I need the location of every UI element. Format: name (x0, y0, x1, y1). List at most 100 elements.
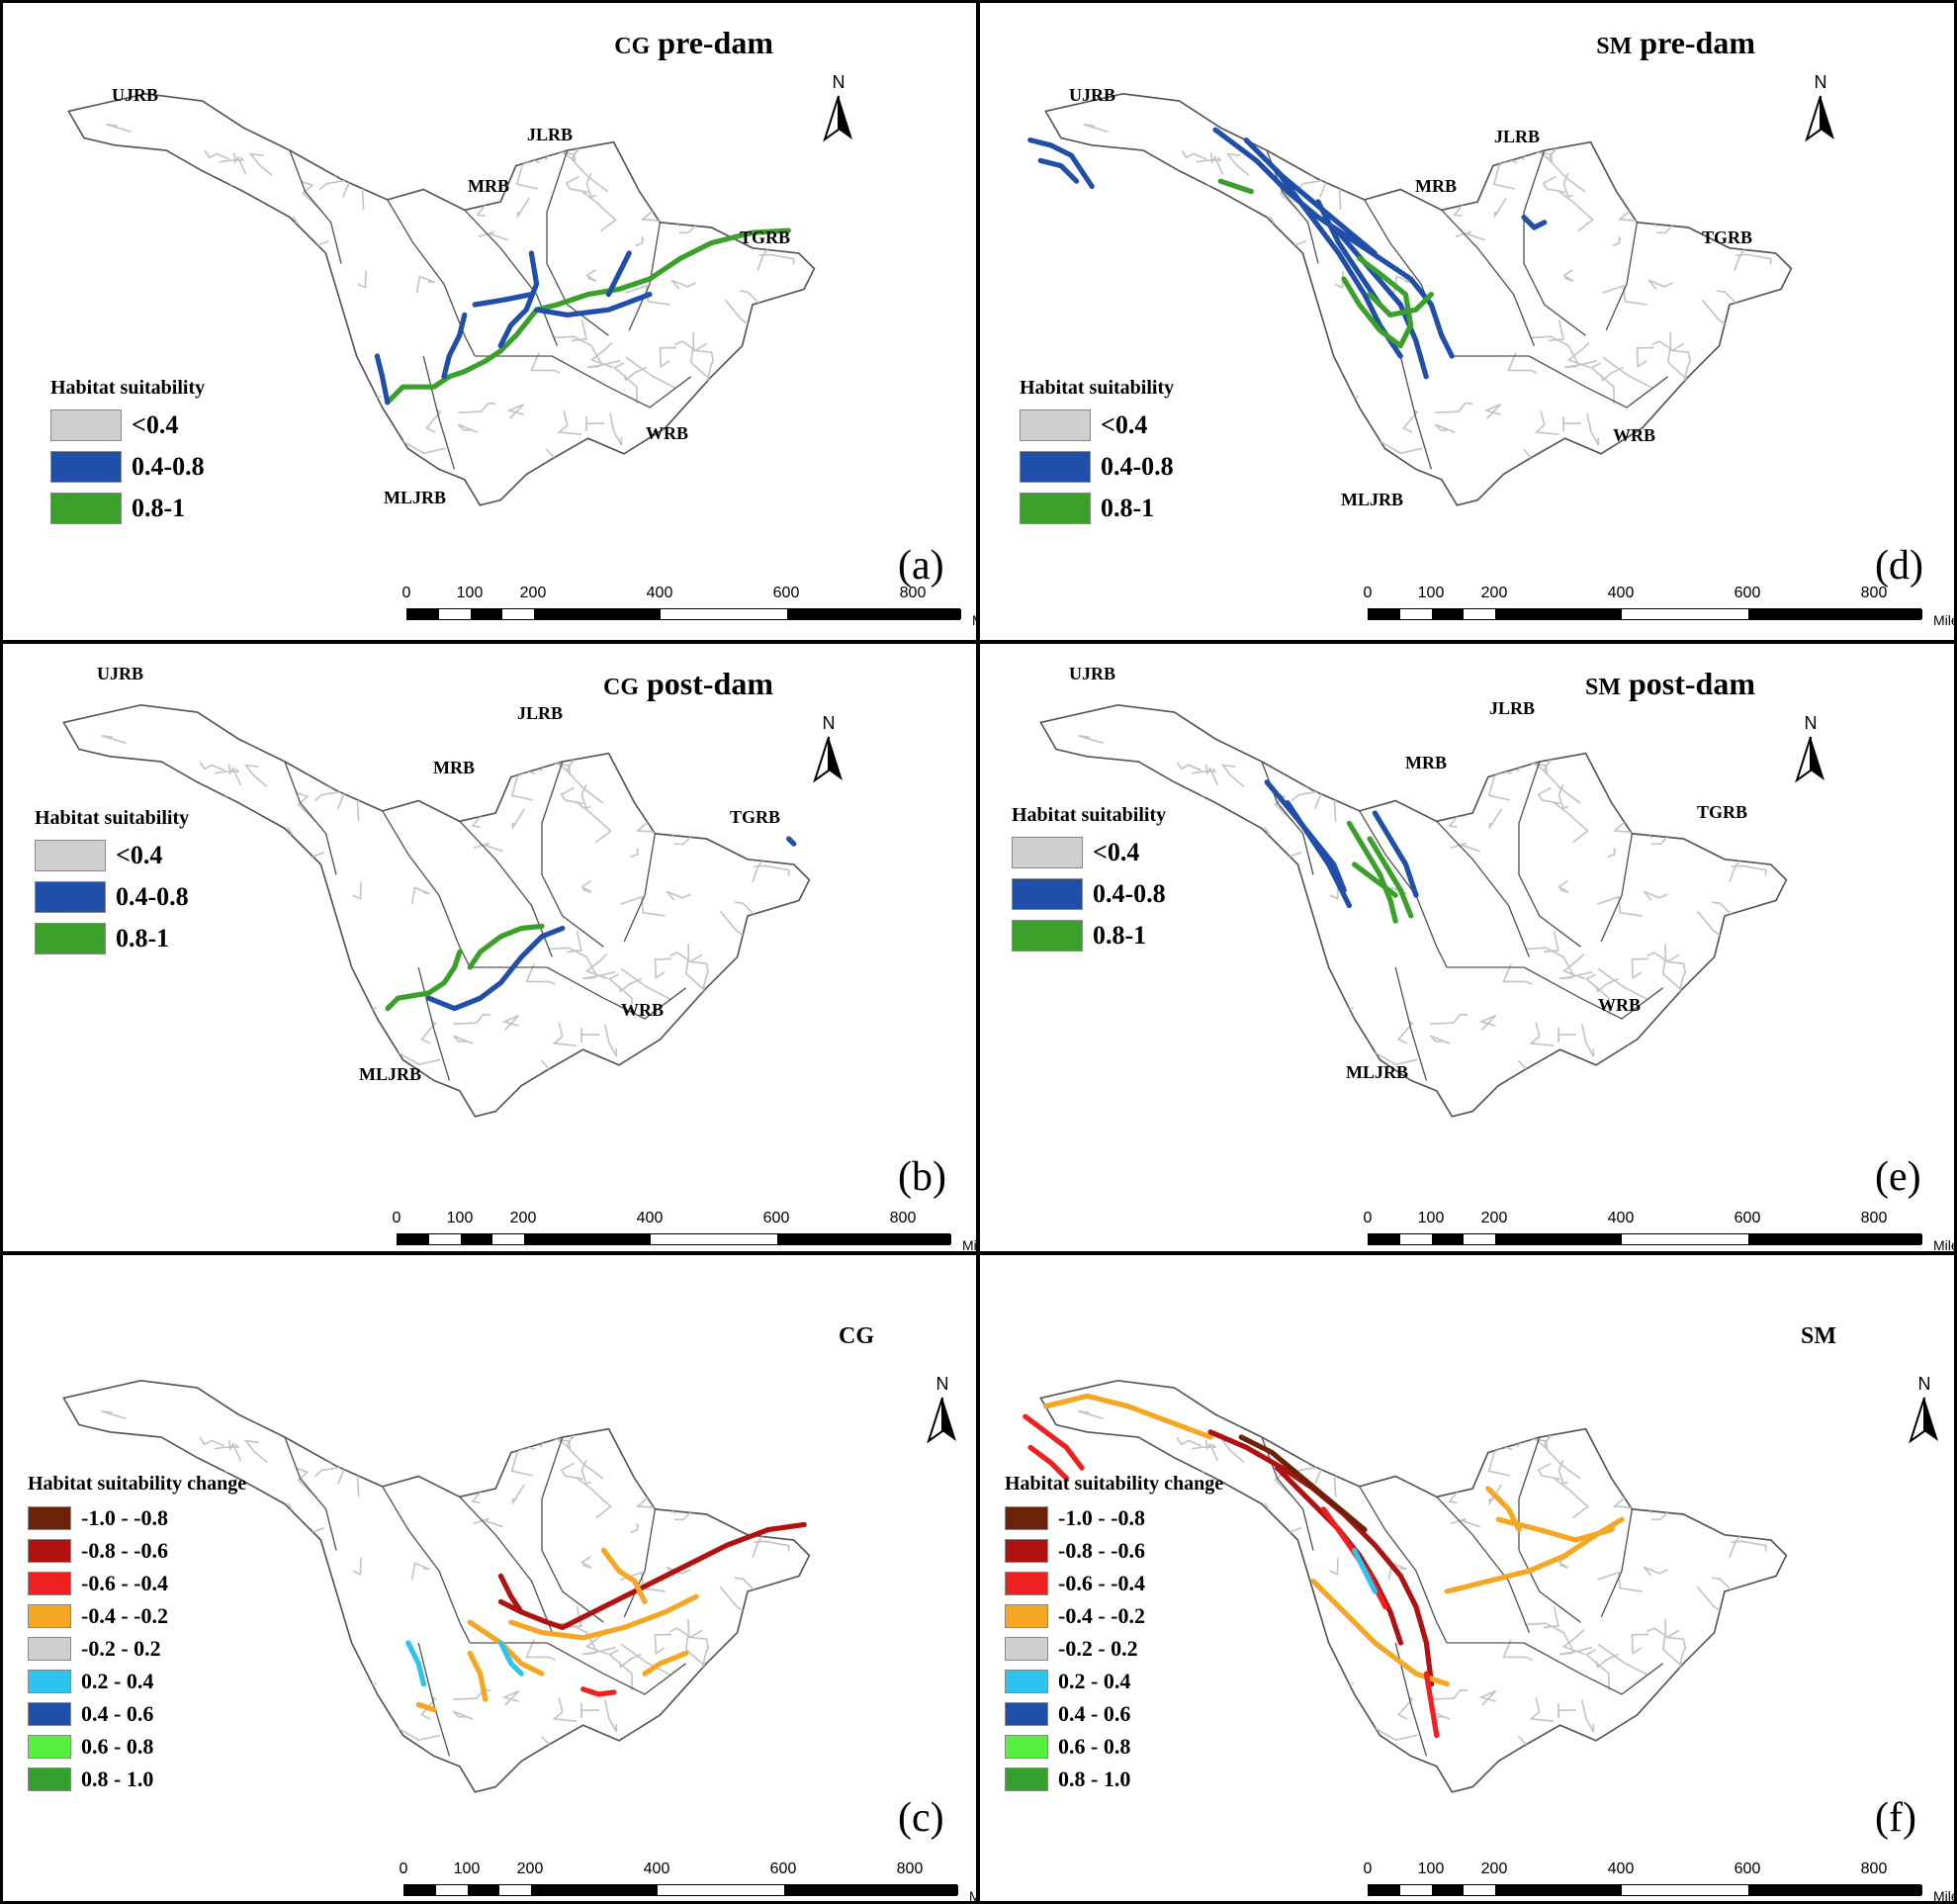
river-segment (741, 1421, 750, 1432)
legend-label: 0.6 - 0.8 (1058, 1734, 1131, 1759)
scale-tick-label: 400 (1607, 1210, 1635, 1226)
river-segment (1690, 1010, 1726, 1060)
river-segment (530, 352, 561, 375)
habitat-reach (1037, 157, 1080, 184)
habitat-reach (467, 1650, 489, 1702)
scale-tick-label: 100 (456, 585, 484, 601)
scale-unit-label: Miles (969, 1888, 976, 1901)
sub-basin-boundary (1523, 1642, 1664, 1695)
river-segment (107, 766, 117, 791)
river-segment (227, 764, 242, 786)
legend: Habitat suitability <0.4 0.4-0.8 0.8-1 (50, 377, 205, 534)
river-segment (1255, 1704, 1282, 1730)
river-segment (1110, 975, 1139, 1009)
river-segment (758, 1451, 785, 1496)
river-segment (354, 1692, 375, 1701)
habitat-reach (1341, 255, 1414, 349)
legend-item: -0.6 - -0.4 (1005, 1571, 1223, 1596)
river-segment (383, 792, 403, 805)
map-panel-d: UJRB JLRB MRB TGRB WRB MLJRB SM pre-dam N (d) Habi… (977, 0, 1957, 643)
river-segment (1673, 1466, 1713, 1481)
legend-label: 0.4-0.8 (1101, 452, 1174, 481)
basin-map (1027, 92, 1793, 506)
river-segment (566, 931, 582, 953)
river-segment (623, 1428, 648, 1439)
river-segment (585, 172, 596, 199)
river-segment (1285, 1707, 1314, 1720)
scale-bar-segment (1432, 1234, 1464, 1244)
scale-tick-label: 200 (516, 1860, 544, 1877)
scale-bar-segment (1495, 609, 1622, 619)
scale-bar-track (397, 1233, 951, 1245)
legend-label: -0.6 - -0.4 (81, 1571, 168, 1595)
river-segment (560, 786, 583, 805)
scale-bar-segment (1464, 1885, 1495, 1895)
map-panel-b: UJRB JLRB MRB TGRB WRB MLJRB CG post-dam N (b) Hab… (0, 641, 979, 1254)
river-segment (1331, 1692, 1352, 1701)
river-segment (1387, 1562, 1407, 1581)
river-segment (580, 880, 592, 893)
river-segment (106, 123, 133, 134)
river-segment (457, 423, 479, 433)
river-segment (183, 968, 230, 977)
scale-bar-track (403, 1884, 958, 1896)
habitat-reach (1023, 1413, 1085, 1471)
habitat-reach (508, 1593, 699, 1641)
river-segment (127, 209, 145, 233)
river-segment (1169, 384, 1199, 438)
river-segment (101, 348, 123, 362)
habitat-reach (642, 1650, 689, 1677)
river-segment (1557, 1556, 1569, 1569)
river-segment (1365, 181, 1385, 194)
panel-letter: (f) (1875, 1795, 1916, 1841)
river-segment (133, 990, 158, 1019)
north-arrow-glyph (927, 1397, 956, 1444)
river-segment (310, 1657, 323, 1686)
river-segment (1612, 118, 1620, 144)
river-segment (1561, 1628, 1585, 1656)
scale-tick-label: 200 (1480, 585, 1508, 601)
river-segment (453, 1013, 491, 1026)
basin-label-tgrb: TGRB (740, 227, 791, 247)
river-segment (1584, 1649, 1611, 1690)
river-segment (271, 1026, 304, 1064)
river-segment (1248, 1026, 1281, 1064)
basin-label-wrb: WRB (621, 1000, 665, 1020)
north-arrow-glyph (813, 736, 843, 783)
river-segment (453, 1688, 491, 1701)
river-segment (1438, 117, 1481, 127)
sub-basin-boundary (387, 199, 476, 357)
scale-tick-label: 200 (1480, 1860, 1508, 1877)
scale-bar-segment (492, 1234, 524, 1244)
river-segment (1584, 973, 1611, 1015)
map-panel-f: SM N (f) Habitat suitability change -1.0 - -… (977, 1252, 1957, 1904)
river-segment (1117, 1057, 1155, 1089)
river-segment (1260, 417, 1287, 443)
river-segment (1557, 1459, 1568, 1486)
river-segment (1248, 1701, 1281, 1740)
legend-swatch (1005, 1735, 1048, 1759)
river-segment (206, 795, 228, 823)
river-segment (680, 796, 725, 824)
habitat-reach (1423, 1671, 1440, 1739)
basin-label-tgrb: TGRB (730, 807, 781, 827)
basin-map (67, 92, 816, 506)
scale-bar-segment (1369, 609, 1400, 619)
habitat-reach (1372, 810, 1419, 898)
river-segment (1089, 154, 1099, 180)
scale-bar-segment (534, 609, 661, 619)
river-segment (116, 210, 128, 243)
legend-swatch (28, 1702, 71, 1726)
legend-item: 0.8 - 1.0 (28, 1767, 246, 1792)
scale-bar: 0 100 200 400 600 800 Miles (1364, 1210, 1954, 1251)
legend-swatch (1020, 409, 1091, 441)
river-segment (1731, 1540, 1767, 1552)
legend-swatch (1005, 1572, 1048, 1595)
river-segment (687, 1619, 710, 1650)
river-segment (115, 1057, 130, 1097)
river-segment (140, 1057, 178, 1089)
scale-tick-label: 0 (401, 585, 411, 601)
sub-basin-boundary (546, 966, 687, 1020)
river-segment (1674, 1040, 1697, 1047)
river-segment (80, 214, 123, 224)
